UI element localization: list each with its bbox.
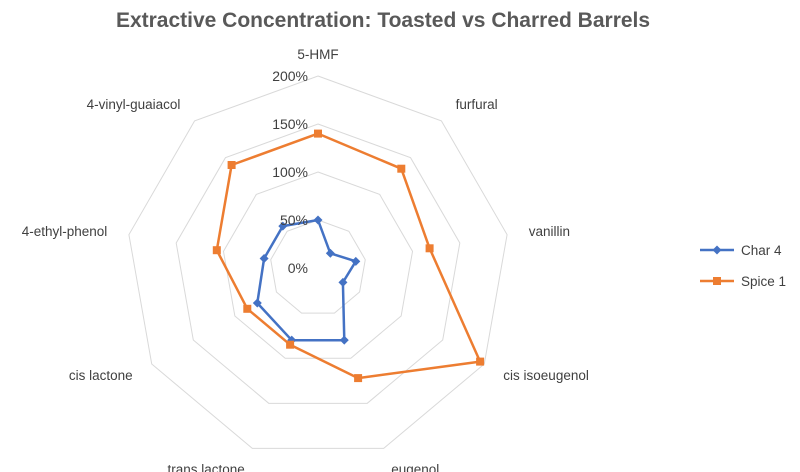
data-point xyxy=(338,277,348,287)
grid-ring xyxy=(128,75,508,449)
category-label: furfural xyxy=(456,97,498,112)
series-char-4 xyxy=(252,215,361,345)
series-line xyxy=(215,132,482,380)
tick-label: 100% xyxy=(272,164,308,180)
category-labels: 5-HMF furfural vanillin cis isoeugenol eugen… xyxy=(22,47,589,472)
tick-label: 0% xyxy=(288,260,308,276)
grid-ring xyxy=(222,171,414,359)
radial-tick-labels: 0% 50% 100% 150% 200% xyxy=(272,68,308,276)
data-point xyxy=(278,221,288,231)
legend-label: Char 4 xyxy=(741,243,782,258)
legend[interactable]: Char 4 Spice 1 xyxy=(700,243,786,289)
data-point xyxy=(397,164,406,173)
series-line xyxy=(256,218,358,342)
category-label: 4-ethyl-phenol xyxy=(22,224,108,239)
legend-label: Spice 1 xyxy=(741,274,786,289)
legend-marker xyxy=(713,277,721,285)
category-label: trans lactone xyxy=(168,462,245,472)
grid-ring xyxy=(270,219,366,314)
data-point xyxy=(354,374,363,383)
radar-grid xyxy=(128,75,508,449)
data-point xyxy=(325,248,335,258)
chart-title: Extractive Concentration: Toasted vs Cha… xyxy=(116,9,650,32)
data-point xyxy=(339,335,349,345)
tick-label: 50% xyxy=(280,212,308,228)
grid-ring xyxy=(175,123,461,404)
legend-item[interactable]: Char 4 xyxy=(700,243,782,258)
category-label: eugenol xyxy=(391,462,439,472)
data-point xyxy=(314,129,322,138)
data-point xyxy=(259,253,269,263)
category-label: 5-HMF xyxy=(297,47,338,62)
series-layer xyxy=(212,129,485,383)
data-point xyxy=(252,298,262,308)
category-label: vanillin xyxy=(529,224,570,239)
data-point xyxy=(243,304,252,313)
tick-label: 200% xyxy=(272,68,308,84)
tick-label: 150% xyxy=(272,116,308,132)
series-spice-1 xyxy=(212,129,485,383)
legend-marker xyxy=(712,245,722,255)
category-label: 4-vinyl-guaiacol xyxy=(87,97,181,112)
data-point xyxy=(351,256,361,266)
category-label: cis isoeugenol xyxy=(503,368,589,383)
data-point xyxy=(476,357,485,366)
legend-item[interactable]: Spice 1 xyxy=(700,274,786,289)
data-point xyxy=(313,215,323,225)
data-point xyxy=(286,340,295,349)
data-point xyxy=(425,244,434,253)
category-label: cis lactone xyxy=(69,368,133,383)
data-point xyxy=(227,161,236,169)
data-point xyxy=(212,246,221,255)
